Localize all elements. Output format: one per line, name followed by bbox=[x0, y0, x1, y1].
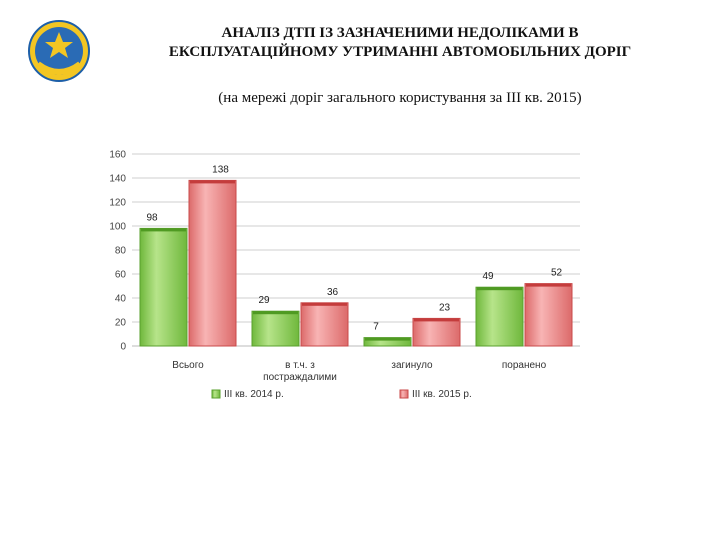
category-label: Всього bbox=[172, 360, 204, 371]
bar-top-edge bbox=[477, 287, 522, 291]
y-tick-label: 80 bbox=[115, 246, 127, 257]
y-tick-label: 20 bbox=[115, 318, 127, 329]
bar-2015 bbox=[188, 179, 237, 347]
bar-top-edge bbox=[414, 318, 459, 322]
legend-swatch bbox=[211, 389, 221, 399]
data-label: 138 bbox=[212, 164, 229, 175]
data-label: 23 bbox=[439, 302, 451, 313]
bar-top-edge bbox=[302, 302, 347, 306]
data-label: 52 bbox=[551, 268, 563, 279]
data-label: 7 bbox=[373, 322, 379, 333]
y-tick-label: 120 bbox=[109, 198, 126, 209]
data-label: 36 bbox=[327, 287, 339, 298]
legend-label: ІІІ кв. 2014 р. bbox=[224, 389, 284, 400]
bar-2015 bbox=[300, 302, 349, 347]
bar-2014 bbox=[251, 310, 300, 347]
bar-2014 bbox=[139, 227, 188, 347]
bar-2014 bbox=[475, 286, 524, 347]
bar-top-edge bbox=[253, 311, 298, 315]
category-label: поранено bbox=[502, 360, 547, 371]
bar-top-edge bbox=[365, 337, 410, 341]
legend-swatch bbox=[399, 389, 409, 399]
ukravtodor-logo bbox=[28, 20, 90, 82]
category-label: загинуло bbox=[391, 360, 433, 371]
category-label: в т.ч. з bbox=[285, 360, 315, 371]
category-label: постраждалими bbox=[263, 372, 337, 383]
bar-2015 bbox=[524, 283, 573, 347]
y-tick-label: 140 bbox=[109, 174, 126, 185]
y-tick-label: 160 bbox=[109, 150, 126, 161]
y-tick-label: 100 bbox=[109, 222, 126, 233]
data-label: 98 bbox=[146, 212, 158, 223]
bar-2015 bbox=[412, 317, 461, 347]
data-label: 49 bbox=[482, 271, 494, 282]
bar-top-edge bbox=[190, 180, 235, 184]
title-line-2: ЕКСПЛУАТАЦІЙНОМУ УТРИМАННІ АВТОМОБІЛЬНИХ… bbox=[168, 44, 632, 60]
y-tick-label: 60 bbox=[115, 270, 127, 281]
page-subtitle: (на мережі доріг загального користування… bbox=[218, 90, 582, 106]
page-title: АНАЛІЗ ДТП ІЗ ЗАЗНАЧЕНИМИ НЕДОЛІКАМИ В Е… bbox=[110, 24, 690, 62]
bar-top-edge bbox=[526, 283, 571, 287]
y-tick-label: 40 bbox=[115, 294, 127, 305]
bar-top-edge bbox=[141, 228, 186, 232]
y-tick-label: 0 bbox=[120, 342, 126, 353]
data-label: 29 bbox=[258, 295, 270, 306]
legend-label: ІІІ кв. 2015 р. bbox=[412, 389, 472, 400]
title-line-1: АНАЛІЗ ДТП ІЗ ЗАЗНАЧЕНИМИ НЕДОЛІКАМИ В bbox=[221, 25, 579, 41]
